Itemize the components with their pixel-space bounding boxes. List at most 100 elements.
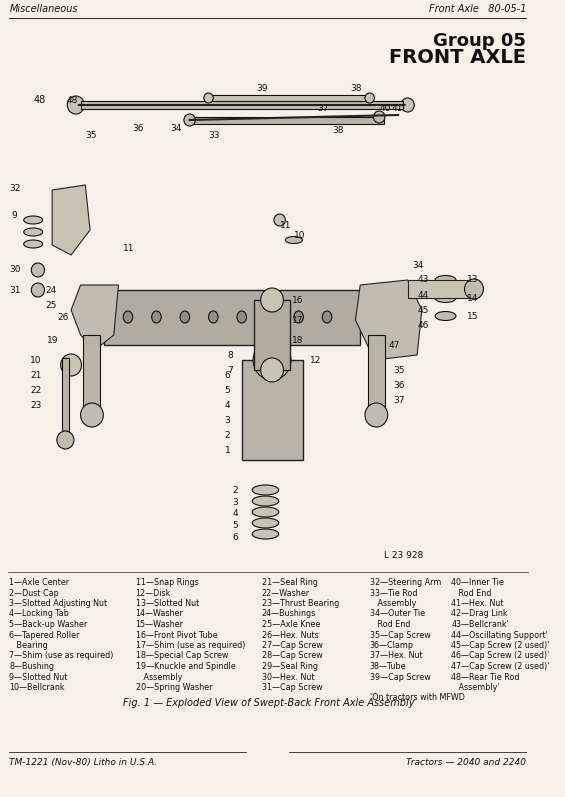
Circle shape	[260, 358, 284, 382]
Bar	[84, 335, 101, 415]
Text: 5—Back-up Washer: 5—Back-up Washer	[10, 620, 88, 629]
Text: 24: 24	[46, 285, 56, 295]
Text: 34: 34	[412, 261, 424, 269]
Circle shape	[57, 431, 74, 449]
Ellipse shape	[24, 240, 43, 248]
Bar	[407, 280, 474, 298]
Text: 12: 12	[310, 355, 321, 364]
Ellipse shape	[24, 216, 43, 224]
Text: 40: 40	[379, 104, 390, 112]
Text: 2—Dust Cap: 2—Dust Cap	[10, 588, 59, 598]
Ellipse shape	[322, 311, 332, 323]
Text: 17—Shim (use as required): 17—Shim (use as required)	[136, 641, 245, 650]
Bar	[242, 360, 303, 460]
Text: 46: 46	[417, 320, 428, 329]
Text: Front Axle   80-05-1: Front Axle 80-05-1	[429, 4, 526, 14]
Text: 'On tractors with MFWD: 'On tractors with MFWD	[370, 693, 464, 702]
Text: 39: 39	[256, 84, 267, 92]
Text: 3: 3	[232, 497, 238, 507]
Ellipse shape	[252, 507, 279, 517]
Text: 48: 48	[66, 96, 78, 104]
Text: 47: 47	[389, 340, 400, 350]
Text: 8—Bushing: 8—Bushing	[10, 662, 54, 671]
Text: Rod End: Rod End	[451, 588, 492, 598]
Text: 24—Bushings: 24—Bushings	[262, 610, 316, 618]
Ellipse shape	[435, 312, 456, 320]
Ellipse shape	[285, 237, 302, 244]
Text: 33: 33	[208, 131, 220, 139]
Text: 7—Shim (use as required): 7—Shim (use as required)	[10, 651, 114, 661]
Text: Assembly: Assembly	[370, 599, 416, 608]
Text: 38—Tube: 38—Tube	[370, 662, 406, 671]
Text: 29—Seal Ring: 29—Seal Ring	[262, 662, 318, 671]
Text: 15: 15	[467, 312, 479, 320]
Text: 22: 22	[31, 386, 42, 395]
Text: 31: 31	[10, 285, 21, 295]
Polygon shape	[71, 285, 119, 350]
Text: 11: 11	[280, 221, 291, 230]
Text: 36—Clamp: 36—Clamp	[370, 641, 414, 650]
Text: 30—Hex. Nut: 30—Hex. Nut	[262, 673, 314, 681]
Circle shape	[184, 114, 195, 126]
Circle shape	[365, 403, 388, 427]
Circle shape	[274, 214, 285, 226]
Text: Miscellaneous: Miscellaneous	[10, 4, 78, 14]
Circle shape	[401, 98, 414, 112]
Text: 16: 16	[292, 296, 303, 304]
Bar	[194, 117, 384, 124]
Text: 46—Cap Screw (2 used)': 46—Cap Screw (2 used)'	[451, 651, 550, 661]
Ellipse shape	[435, 293, 456, 303]
Text: 14: 14	[467, 293, 479, 303]
Text: 36: 36	[133, 124, 144, 132]
Text: Group 05: Group 05	[433, 32, 526, 50]
Bar	[368, 335, 385, 415]
Text: 5: 5	[232, 521, 238, 531]
Ellipse shape	[252, 485, 279, 495]
Text: 8: 8	[228, 351, 233, 359]
Text: 6—Tapered Roller: 6—Tapered Roller	[10, 630, 80, 639]
Circle shape	[81, 403, 103, 427]
Circle shape	[31, 263, 45, 277]
Text: 20—Spring Washer: 20—Spring Washer	[136, 683, 212, 692]
Text: 10: 10	[294, 230, 305, 240]
Text: 34—Outer Tie: 34—Outer Tie	[370, 610, 425, 618]
Text: Fig. 1 — Exploded View of Swept-Back Front Axle Assembly: Fig. 1 — Exploded View of Swept-Back Fro…	[123, 698, 414, 708]
Polygon shape	[52, 185, 90, 255]
Text: TM-1221 (Nov-80) Litho in U.S.A.: TM-1221 (Nov-80) Litho in U.S.A.	[10, 758, 158, 767]
Text: 4: 4	[232, 509, 238, 519]
Bar	[208, 95, 370, 101]
Text: 2: 2	[232, 485, 238, 494]
Text: 6: 6	[225, 371, 231, 379]
Text: 1: 1	[225, 446, 231, 454]
Text: 25—Axle Knee: 25—Axle Knee	[262, 620, 320, 629]
Text: 9: 9	[11, 210, 17, 219]
Circle shape	[260, 288, 284, 312]
Ellipse shape	[294, 311, 303, 323]
Text: 38: 38	[332, 125, 344, 135]
Text: 26—Hex. Nuts: 26—Hex. Nuts	[262, 630, 319, 639]
Text: 43: 43	[417, 276, 428, 285]
Circle shape	[464, 279, 484, 299]
Ellipse shape	[252, 518, 279, 528]
Text: 28—Cap Screw: 28—Cap Screw	[262, 651, 323, 661]
Text: 35: 35	[393, 366, 405, 375]
Bar	[81, 101, 403, 109]
Text: 37—Hex. Nut: 37—Hex. Nut	[370, 651, 422, 661]
Bar	[7, 65, 526, 565]
Bar	[62, 358, 69, 438]
Text: 35—Cap Screw: 35—Cap Screw	[370, 630, 431, 639]
Text: 35: 35	[85, 131, 97, 139]
Text: 3—Slotted Adjusting Nut: 3—Slotted Adjusting Nut	[10, 599, 107, 608]
Text: 7: 7	[228, 366, 233, 375]
Circle shape	[373, 111, 385, 123]
Text: 16—Front Pivot Tube: 16—Front Pivot Tube	[136, 630, 217, 639]
Text: 38: 38	[351, 84, 362, 92]
Text: 37: 37	[393, 395, 405, 405]
Text: 19: 19	[47, 336, 59, 344]
Text: 12—Disk: 12—Disk	[136, 588, 171, 598]
Circle shape	[365, 93, 375, 103]
Text: 36: 36	[393, 380, 405, 390]
Text: 23—Thrust Bearing: 23—Thrust Bearing	[262, 599, 339, 608]
Text: 14—Washer: 14—Washer	[136, 610, 184, 618]
Polygon shape	[355, 280, 422, 360]
